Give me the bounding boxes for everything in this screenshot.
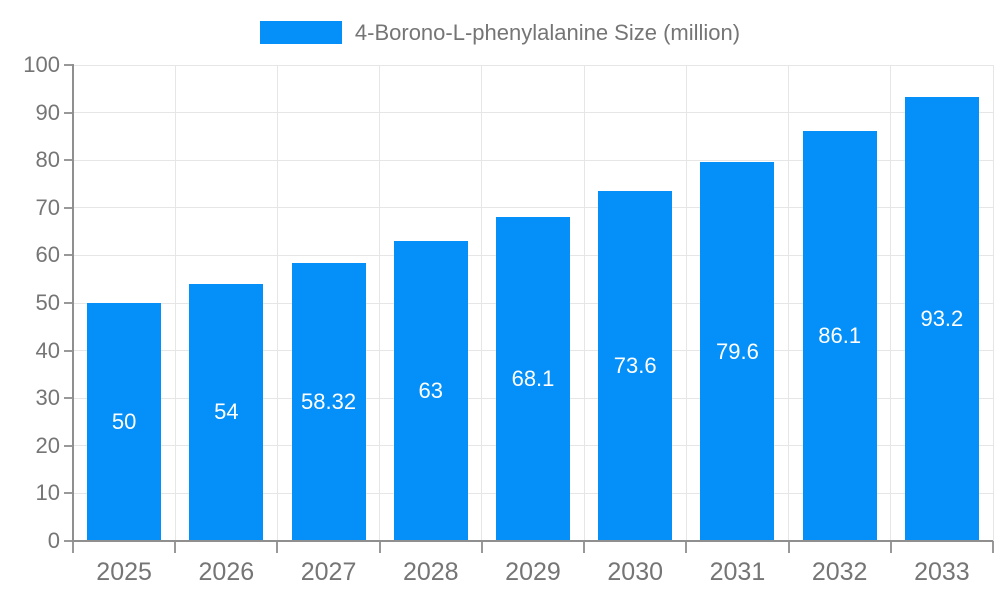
bar[interactable] [291,263,366,541]
y-axis-tick [64,349,73,352]
y-axis-tick [64,444,73,447]
x-axis-line [71,540,993,542]
x-axis-tick [72,541,74,553]
y-axis-label: 90 [35,99,60,125]
v-gridline [481,65,483,541]
y-axis-tick [64,540,73,542]
x-axis-label: 2025 [96,558,152,586]
y-axis-label: 20 [35,432,60,458]
x-axis-tick [889,541,892,553]
y-axis-tick [64,492,73,495]
bar[interactable] [393,241,468,541]
x-axis-label: 2030 [607,558,664,586]
bar[interactable] [496,216,570,541]
v-gridline [992,65,994,541]
v-gridline [890,65,892,541]
bar[interactable] [598,190,673,541]
bar-value-label: 58.32 [301,389,357,415]
v-gridline [583,65,585,541]
bar[interactable] [904,97,979,541]
v-gridline [379,65,381,541]
v-gridline [788,65,790,541]
y-axis-tick [64,254,73,257]
x-axis-tick [787,541,790,553]
bar-value-label: 73.6 [613,352,657,378]
y-axis-tick [64,64,73,66]
y-axis-label: 60 [35,242,60,268]
v-gridline [174,65,176,541]
chart-legend[interactable]: 4-Borono-L-phenylalanine Size (million) [0,21,1000,44]
x-axis-label: 2027 [300,558,357,586]
x-axis-label: 2033 [914,558,970,586]
v-gridline [276,65,278,541]
x-axis-tick [174,541,177,553]
x-axis-label: 2026 [198,558,255,586]
bar-value-label: 63 [418,378,443,404]
y-axis-label: 10 [35,480,60,506]
h-gridline [73,207,993,209]
bar[interactable] [189,283,264,541]
bar[interactable] [700,162,775,541]
y-axis-label: 50 [35,290,60,315]
bar-value-label: 86.1 [818,323,862,349]
y-axis-tick [64,302,73,304]
y-axis-label: 100 [23,52,60,77]
v-gridline [685,65,687,541]
bar-value-label: 50 [111,409,137,434]
x-axis-label: 2028 [402,558,459,586]
y-axis-label: 40 [35,337,60,363]
y-axis-label: 80 [35,147,60,173]
x-axis-tick [378,541,381,553]
legend-series-label: 4-Borono-L-phenylalanine Size (million) [354,20,741,45]
x-axis-tick [992,541,994,553]
x-axis-tick [583,541,586,553]
legend-swatch-icon [259,21,342,44]
x-axis-label: 2032 [811,558,868,586]
x-axis-label: 2031 [709,558,766,586]
bar-value-label: 68.1 [511,365,555,391]
x-axis-tick [685,541,688,553]
y-axis-label: 0 [47,528,60,553]
y-axis-tick [64,159,73,162]
bar[interactable] [87,303,162,541]
y-axis-tick [64,111,73,114]
bar-value-label: 54 [214,399,239,425]
h-gridline [73,112,993,114]
y-axis-line [71,64,74,541]
h-gridline [73,159,993,161]
y-axis-label: 70 [35,194,60,220]
x-axis-tick [276,541,279,553]
y-axis-tick [64,397,73,400]
y-axis-tick [64,206,73,209]
x-axis-label: 2029 [505,558,561,586]
bar[interactable] [802,131,877,541]
x-axis-tick [480,541,483,553]
h-gridline [73,64,993,66]
y-axis-label: 30 [35,385,60,411]
bar-value-label: 93.2 [920,306,964,332]
bar-value-label: 79.6 [716,338,759,364]
